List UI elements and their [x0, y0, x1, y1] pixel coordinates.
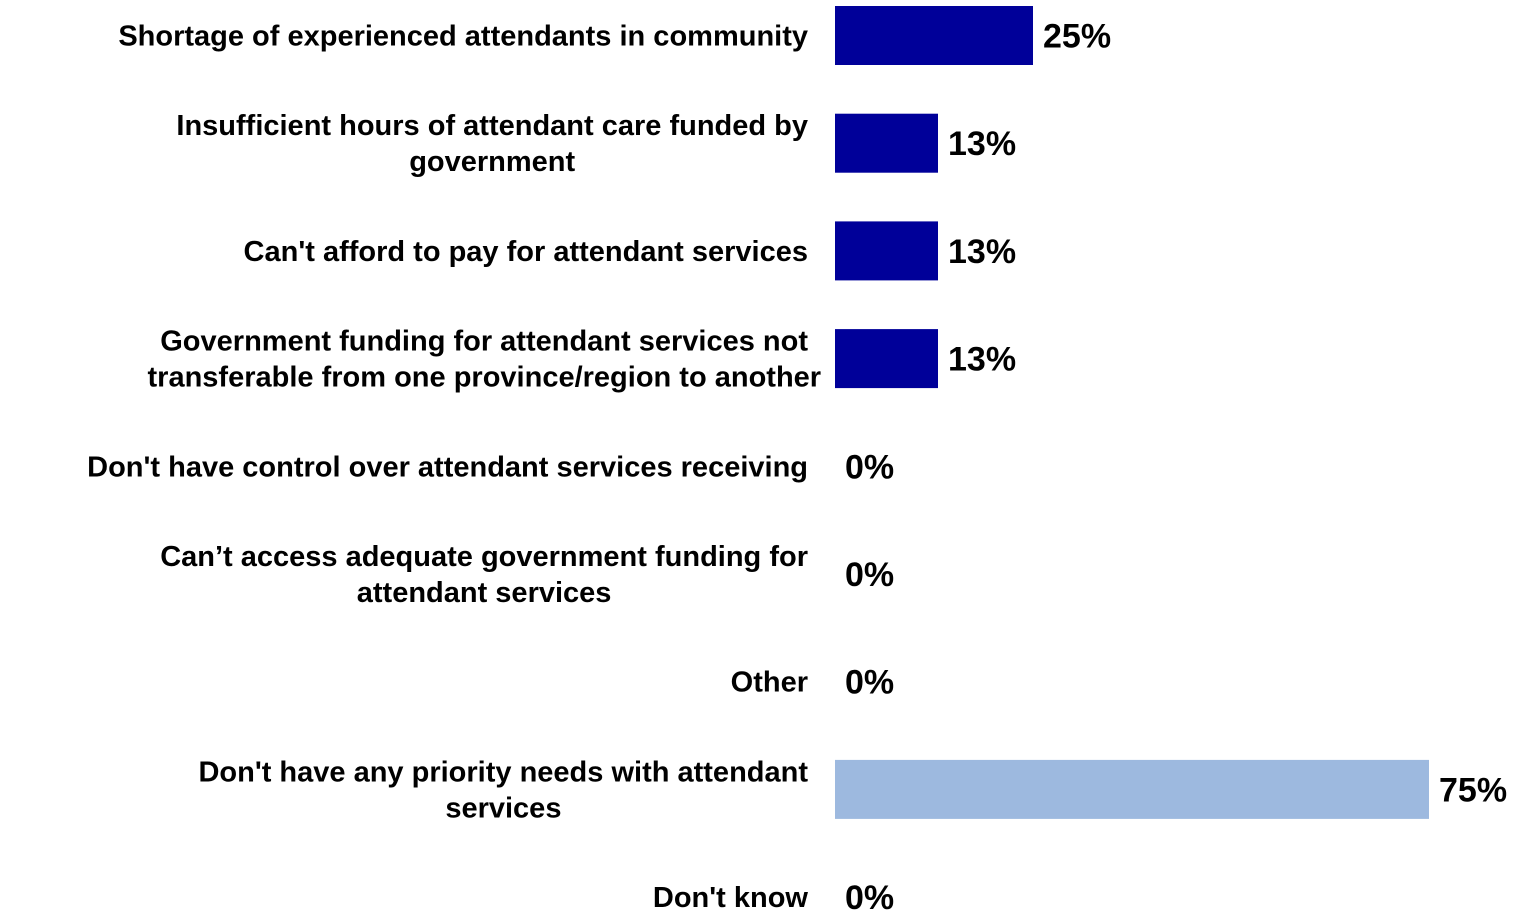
category-label: Government funding for attendant service… [160, 326, 808, 358]
category-label: Don't have control over attendant servic… [87, 451, 808, 483]
category-label: attendant services [357, 577, 612, 609]
value-label: 13% [948, 341, 1016, 379]
bar [835, 6, 1033, 65]
bar [835, 221, 938, 280]
value-label: 25% [1043, 18, 1111, 56]
value-label: 0% [845, 664, 894, 702]
category-label: Can't afford to pay for attendant servic… [244, 236, 808, 268]
category-label: services [445, 792, 561, 824]
category-label: Can’t access adequate government funding… [160, 541, 808, 573]
value-label: 75% [1439, 771, 1507, 809]
value-label: 0% [845, 556, 894, 594]
category-label: Other [731, 667, 808, 699]
category-label: Don't know [653, 882, 809, 910]
value-label: 13% [948, 233, 1016, 271]
bar [835, 329, 938, 388]
bar [835, 114, 938, 173]
category-labels-group: Shortage of experienced attendants in co… [87, 21, 821, 910]
value-label: 13% [948, 125, 1016, 163]
category-label: Insufficient hours of attendant care fun… [176, 110, 808, 142]
category-label: transferable from one province/region to… [148, 362, 822, 394]
category-label: government [409, 146, 575, 178]
bars-group [835, 6, 1429, 819]
category-label: Shortage of experienced attendants in co… [118, 21, 808, 53]
bar [835, 760, 1429, 819]
value-label: 0% [845, 448, 894, 486]
category-label: Don't have any priority needs with atten… [198, 756, 808, 788]
value-label: 0% [845, 879, 894, 910]
